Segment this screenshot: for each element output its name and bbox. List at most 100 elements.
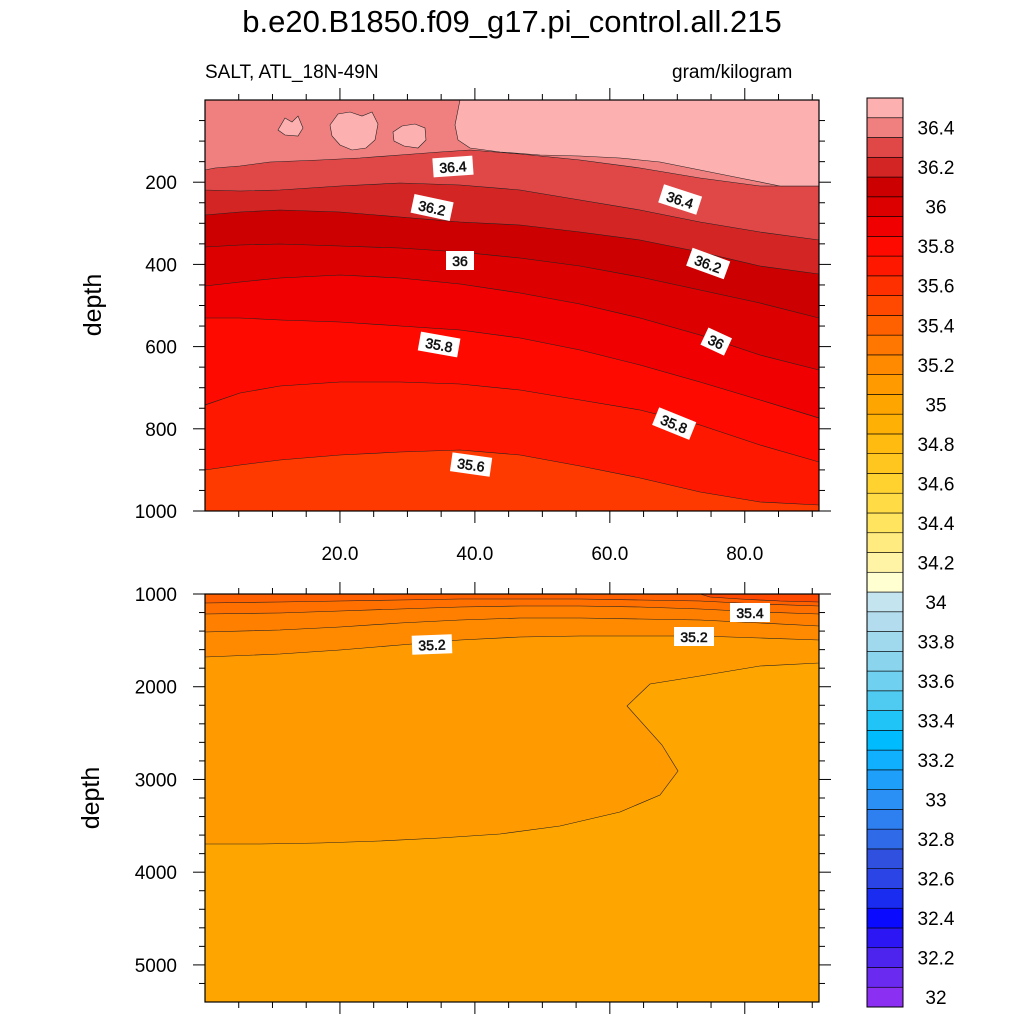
x-tick-label: 20.0 (321, 544, 358, 565)
colorbar-swatch (866, 176, 904, 198)
colorbar-label: 34.2 (918, 553, 955, 574)
contour-label: 36.4 (432, 155, 474, 178)
colorbar-swatch (866, 295, 904, 316)
colorbar-label: 33.8 (918, 632, 955, 653)
fill-36.5-blob-b (329, 111, 379, 151)
colorbar-label: 35.8 (918, 237, 955, 258)
colorbar-label: 32.4 (918, 909, 955, 930)
y-tick-label: 1000 (135, 585, 177, 606)
colorbar-label: 36 (925, 198, 946, 219)
colorbar-label: 34.8 (918, 435, 955, 456)
variable-subtitle: SALT, ATL_18N-49N (205, 62, 379, 83)
colorbar-swatch (866, 571, 904, 593)
y-tick-label: 400 (145, 255, 177, 276)
colorbar-swatch (866, 492, 904, 514)
colorbar-swatch (866, 809, 904, 830)
colorbar-swatch (866, 927, 904, 949)
fill-35.5 (205, 594, 819, 607)
svg-text:36: 36 (706, 331, 727, 352)
colorbar-swatch (866, 473, 904, 494)
colorbar-label: 35.2 (918, 356, 955, 377)
colorbar-label: 32.8 (918, 830, 955, 851)
colorbar-swatch (866, 156, 904, 178)
bottom-y-axis-label: depth (77, 767, 105, 830)
bottom-panel: 35.4 35.2 35.2 (205, 594, 819, 1002)
colorbar-swatch (866, 532, 904, 553)
colorbar-swatch (866, 710, 904, 731)
x-tick-label: 80.0 (726, 544, 763, 565)
colorbar-swatch (866, 769, 904, 790)
colorbar-label: 36.4 (918, 119, 955, 140)
colorbar-label: 33.6 (918, 672, 955, 693)
fill-36.5 (454, 100, 819, 187)
colorbar-label: 35.6 (918, 277, 955, 298)
contour-label: 36 (446, 251, 474, 270)
contour-label: 35.2 (411, 634, 453, 655)
colorbar-label: 33 (925, 791, 946, 812)
svg-text:35.4: 35.4 (736, 605, 763, 621)
svg-text:35.6: 35.6 (456, 455, 485, 475)
y-tick-label: 800 (145, 420, 177, 441)
colorbar-swatch (866, 848, 904, 869)
contour-label: 36 (700, 327, 733, 356)
x-tick-label: 60.0 (591, 544, 628, 565)
colorbar-swatch (866, 631, 904, 652)
colorbar-label: 34.4 (918, 514, 955, 535)
fill-36.5-blob-c (392, 123, 427, 149)
y-tick-label: 1000 (135, 502, 177, 523)
colorbar-label: 32.2 (918, 949, 955, 970)
colorbar-swatch (866, 947, 904, 968)
colorbar-swatch (866, 967, 904, 988)
y-tick-label: 5000 (135, 956, 177, 977)
colorbar-swatch (866, 413, 904, 435)
colorbar-label: 34 (925, 593, 947, 614)
contour-label: 35.8 (417, 331, 461, 358)
colorbar-label: 32.6 (918, 870, 955, 891)
colorbar-swatch (866, 789, 904, 810)
colorbar-swatch (866, 216, 904, 237)
y-tick-label: 600 (145, 338, 177, 359)
colorbar-swatch (866, 749, 904, 771)
colorbar-swatch (866, 828, 904, 850)
colorbar-swatch (866, 275, 904, 296)
units-subtitle: gram/kilogram (672, 62, 793, 83)
colorbar-label: 36.2 (918, 158, 955, 179)
colorbar-swatch (866, 670, 904, 692)
colorbar-swatch (866, 611, 904, 632)
colorbar-swatch (866, 591, 904, 613)
svg-text:35.2: 35.2 (680, 629, 707, 645)
colorbar-swatch (866, 868, 904, 889)
chart-title: b.e20.B1850.f09_g17.pi_control.all.215 (242, 4, 782, 39)
colorbar-label: 33.4 (918, 711, 955, 732)
colorbar-swatch (866, 730, 904, 751)
colorbar-swatch (866, 690, 904, 711)
colorbar-label: 32 (925, 988, 946, 1009)
colorbar-swatch (866, 354, 904, 375)
colorbar-frame (866, 97, 904, 1008)
colorbar-label: 34.6 (918, 474, 955, 495)
colorbar-swatch (866, 196, 904, 217)
svg-text:36: 36 (452, 253, 468, 269)
svg-text:35.8: 35.8 (424, 335, 454, 356)
contour-label: 35.4 (730, 603, 770, 622)
colorbar-swatch (866, 433, 904, 454)
colorbar: 32 32.2 32.4 32.6 32.8 33 33.2 33.4 33.6 33.8 34 34… (866, 97, 955, 1009)
y-tick-label: 3000 (135, 770, 177, 791)
colorbar-swatch (866, 888, 904, 909)
top-panel: 36.4 36.2 36 36.4 36.2 36 35.8 35.8 (205, 100, 819, 511)
fill-35.6 (699, 594, 819, 603)
colorbar-swatch (866, 255, 904, 277)
colorbar-swatch (866, 137, 904, 158)
colorbar-swatch (866, 512, 904, 534)
colorbar-swatch (866, 374, 904, 395)
fill-36.5-blob-a (277, 115, 304, 137)
colorbar-swatch (866, 453, 904, 474)
colorbar-label: 35 (925, 395, 946, 416)
colorbar-swatch (866, 552, 904, 573)
svg-text:35.2: 35.2 (418, 637, 446, 654)
colorbar-swatch (866, 907, 904, 929)
colorbar-swatch (866, 117, 904, 138)
top-y-axis-label: depth (79, 274, 107, 337)
colorbar-label: 35.4 (918, 316, 955, 337)
